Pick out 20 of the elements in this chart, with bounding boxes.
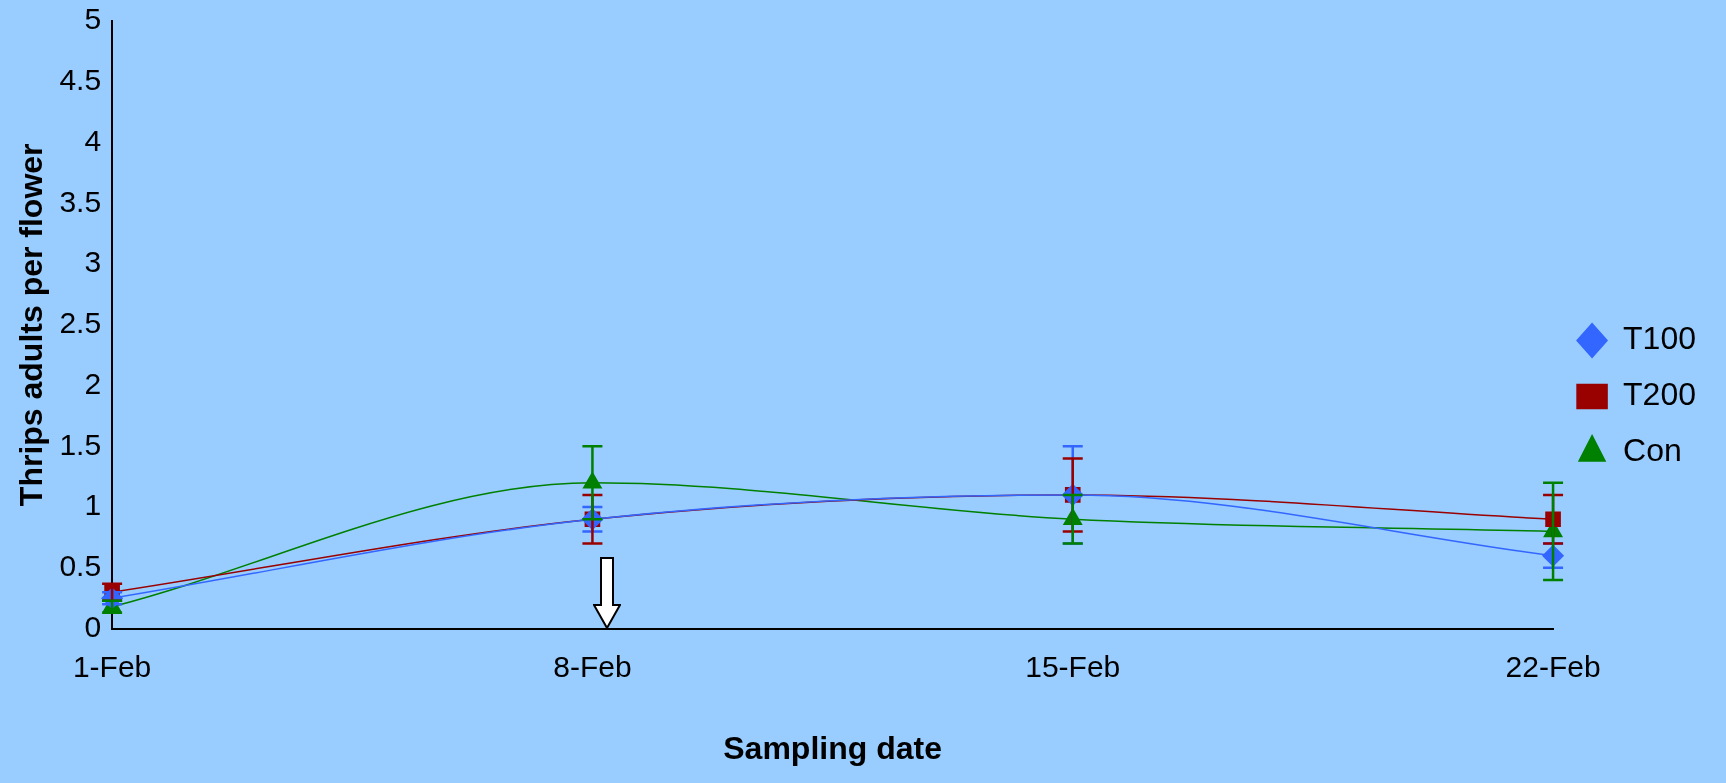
y-tick-label: 5 [84,2,102,36]
x-axis-title: Sampling date [723,729,942,766]
x-tick-label: 15-Feb [1025,649,1121,683]
x-tick-label: 8-Feb [553,649,632,683]
y-tick-label: 3 [84,245,102,279]
y-tick-label: 1.5 [59,427,102,461]
y-tick-label: 3.5 [59,184,102,218]
y-tick-label: 2.5 [59,306,102,340]
y-tick-label: 1 [84,488,102,522]
y-tick-label: 2 [84,366,102,400]
legend-label: Con [1623,432,1682,469]
x-tick-label: 22-Feb [1505,649,1601,683]
legend-label: T100 [1623,320,1696,357]
y-tick-label: 0 [84,609,102,643]
x-tick-label: 1-Feb [72,649,152,683]
y-tick-label: 0.5 [59,549,102,583]
y-tick-label: 4 [84,123,102,157]
y-tick-label: 4.5 [59,63,102,97]
legend-label: T200 [1623,376,1696,413]
y-axis-title: Thrips adults per flower [13,143,50,507]
